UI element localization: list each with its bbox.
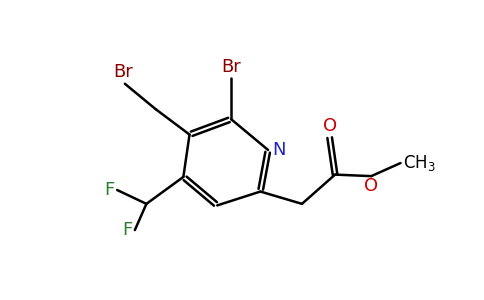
Text: F: F [122, 221, 133, 239]
Text: N: N [272, 141, 286, 159]
Text: CH$_3$: CH$_3$ [403, 153, 436, 173]
Text: F: F [105, 181, 115, 199]
Text: Br: Br [113, 63, 133, 81]
Text: O: O [323, 117, 337, 135]
Text: O: O [364, 177, 378, 195]
Text: Br: Br [221, 58, 241, 76]
